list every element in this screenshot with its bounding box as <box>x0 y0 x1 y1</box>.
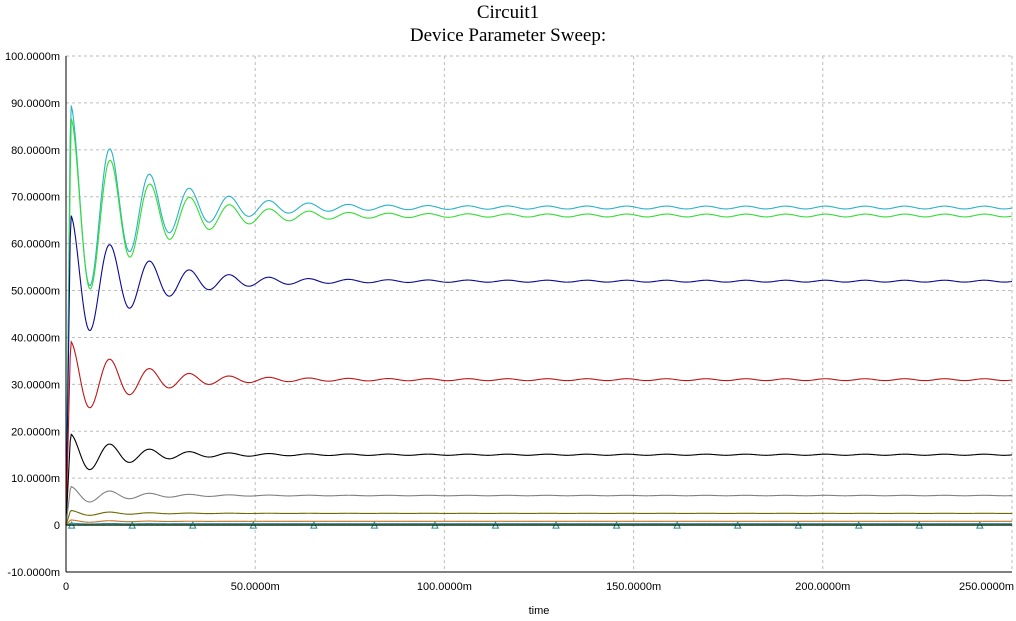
series-line <box>65 522 1012 526</box>
y-tick-label: 60.0000m <box>11 239 60 251</box>
series-line <box>65 433 1013 526</box>
series-line <box>65 519 1012 526</box>
y-tick-label: 0 <box>54 520 60 532</box>
series-line <box>65 118 1013 526</box>
series-line <box>65 485 1013 526</box>
series-group <box>65 105 1013 526</box>
y-tick-label: 80.0000m <box>11 145 60 157</box>
series-line <box>65 105 1013 526</box>
y-tick-label: 30.0000m <box>11 379 60 391</box>
y-tick-label: 90.0000m <box>11 98 60 110</box>
y-tick-labels: -10.0000m 0 10.0000m 20.0000m 30.0000m 40.000… <box>5 51 60 579</box>
series-line <box>65 215 1013 526</box>
grid-lines <box>66 55 1013 572</box>
x-tick-label: 150.0000m <box>606 581 661 593</box>
chart-subtitle: Device Parameter Sweep: <box>409 25 607 46</box>
y-tick-label: 40.0000m <box>11 332 60 344</box>
y-tick-label: 70.0000m <box>11 192 60 204</box>
x-tick-label: 50.0000m <box>231 581 280 593</box>
y-tick-label: -10.0000m <box>7 567 60 579</box>
axes <box>65 56 1012 573</box>
chart-title: Circuit1 <box>476 2 540 23</box>
series-line <box>65 509 1013 526</box>
x-tick-label: 0 <box>63 581 69 593</box>
y-tick-label: 10.0000m <box>11 473 60 485</box>
y-tick-label: 50.0000m <box>11 286 60 298</box>
x-tick-label: 250.0000m <box>959 581 1014 593</box>
x-tick-label: 100.0000m <box>417 581 472 593</box>
x-tick-labels: 0 50.0000m 100.0000m 150.0000m 200.0000m 250.… <box>63 581 1014 593</box>
y-tick-label: 20.0000m <box>11 426 60 438</box>
series-line <box>65 340 1013 526</box>
y-tick-label: 100.0000m <box>5 51 60 63</box>
x-axis-label: time <box>529 605 550 617</box>
x-tick-label: 200.0000m <box>795 581 850 593</box>
